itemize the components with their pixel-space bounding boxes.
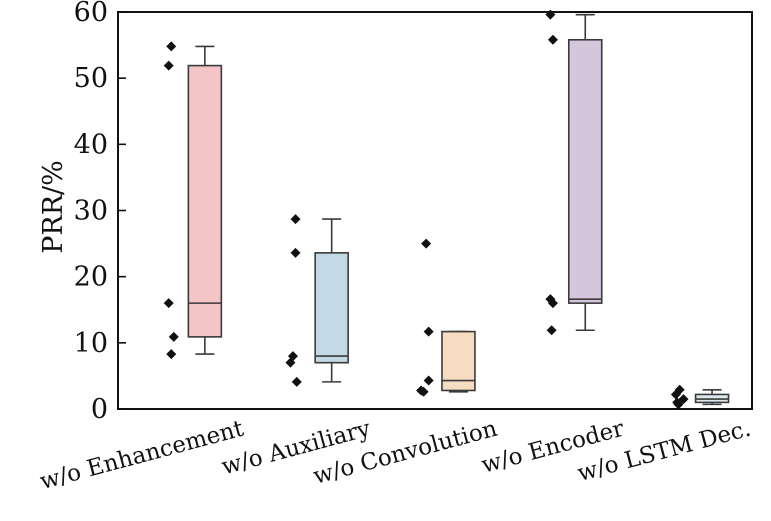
data-point	[546, 325, 557, 336]
data-point	[163, 60, 174, 71]
box-3	[441, 330, 476, 393]
y-axis-label: PRR/%	[38, 160, 69, 254]
y-tick-label: 0	[91, 394, 108, 425]
boxes	[187, 13, 730, 406]
data-point	[166, 41, 177, 52]
data-point	[291, 376, 302, 387]
data-point	[423, 375, 434, 386]
data-point	[168, 331, 179, 342]
box-5	[694, 389, 730, 406]
data-point	[670, 389, 681, 400]
box-body	[567, 38, 603, 304]
data-point	[547, 34, 558, 45]
data-point	[163, 298, 174, 309]
data-point	[166, 349, 177, 360]
data-point	[421, 238, 432, 249]
y-tick-label: 30	[74, 196, 108, 227]
y-tick-label: 40	[74, 129, 108, 160]
data-point	[285, 357, 296, 368]
y-tick-label: 20	[74, 262, 108, 293]
box-body	[187, 64, 223, 338]
box-4	[567, 13, 603, 332]
box-2	[314, 218, 349, 383]
box-body	[441, 330, 476, 392]
y-tick-label: 60	[74, 0, 108, 28]
data-point	[290, 214, 301, 225]
data-point	[673, 399, 684, 410]
y-tick-label: 10	[74, 328, 108, 359]
box-body	[314, 252, 349, 364]
data-point	[290, 247, 301, 258]
y-axis-ticks: 0 10 20 30 40 50 60	[74, 0, 126, 425]
y-tick-label: 50	[74, 63, 108, 94]
box-1	[187, 45, 223, 355]
x-tick-label: w/o Enhancement	[37, 415, 247, 495]
data-points	[163, 9, 689, 410]
data-point	[547, 298, 558, 309]
data-point	[418, 386, 429, 397]
data-point	[545, 9, 556, 20]
data-point	[423, 326, 434, 337]
